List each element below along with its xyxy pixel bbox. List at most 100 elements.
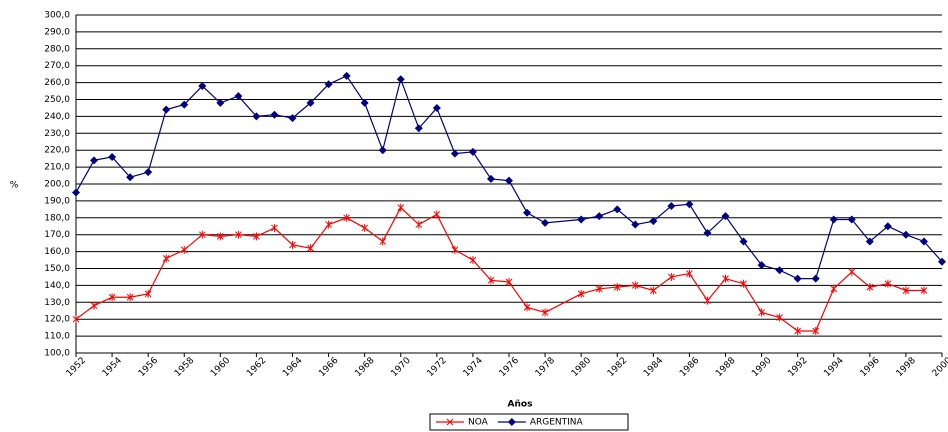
point <box>253 232 260 241</box>
x-axis-label: Años <box>508 400 533 410</box>
point <box>469 256 477 265</box>
y-tick-label: 150,0 <box>44 264 70 274</box>
x-tick-label: 1986 <box>678 356 701 379</box>
x-tick-label: 1952 <box>65 356 88 379</box>
point <box>397 203 405 212</box>
point <box>775 266 784 275</box>
x-tick-label: 1972 <box>426 356 449 379</box>
point <box>289 240 296 249</box>
x-tick-label: 1980 <box>570 356 593 379</box>
point <box>541 308 549 317</box>
point <box>216 98 225 107</box>
x-tick-label: 1996 <box>859 356 882 379</box>
x-tick-label: 2000 <box>931 356 948 379</box>
point <box>451 245 459 254</box>
point <box>848 267 856 276</box>
point <box>505 278 513 287</box>
point <box>541 218 550 227</box>
y-tick-label: 110,0 <box>44 332 70 342</box>
point <box>938 257 946 266</box>
point <box>793 274 802 283</box>
x-tick-label: 1992 <box>786 356 809 379</box>
point <box>433 210 441 219</box>
y-tick-label: 210,0 <box>44 163 70 173</box>
point <box>468 147 477 156</box>
point <box>649 217 658 226</box>
x-tick-label: 1970 <box>389 356 412 379</box>
point <box>90 301 98 310</box>
y-tick-label: 260,0 <box>44 78 70 88</box>
point <box>307 244 314 253</box>
y-tick-label: 280,0 <box>44 44 70 54</box>
series-line <box>75 206 924 332</box>
point <box>776 313 783 322</box>
point <box>271 223 278 232</box>
point <box>704 296 711 305</box>
point <box>144 289 152 298</box>
y-tick-label: 100,0 <box>44 349 70 359</box>
x-tick-label: 1982 <box>606 356 629 379</box>
point <box>794 327 802 336</box>
x-tick-label: 1976 <box>498 356 521 379</box>
point <box>523 303 531 312</box>
legend-label: ARGENTINA <box>530 418 584 428</box>
legend-label: NOA <box>468 418 489 428</box>
point <box>866 283 874 292</box>
point <box>667 201 676 210</box>
point <box>505 176 513 185</box>
legend-marker <box>446 418 454 426</box>
point <box>865 237 874 246</box>
point <box>901 230 910 239</box>
x-tick-label: 1988 <box>714 356 737 379</box>
point <box>487 276 495 285</box>
y-tick-label: 300,0 <box>44 11 70 21</box>
point <box>631 281 639 290</box>
x-tick-label: 1954 <box>101 356 124 379</box>
y-tick-label: 190,0 <box>44 196 70 206</box>
point <box>902 286 910 295</box>
y-tick-label: 140,0 <box>44 281 70 291</box>
point <box>757 261 766 270</box>
y-tick-label: 290,0 <box>44 27 70 37</box>
point <box>758 308 765 317</box>
x-tick-label: 1968 <box>353 356 376 379</box>
point <box>90 156 99 165</box>
point <box>668 272 675 281</box>
x-tick-label: 1984 <box>642 356 665 379</box>
point <box>415 220 423 229</box>
point <box>270 110 279 119</box>
point <box>379 237 387 246</box>
point <box>108 293 116 302</box>
y-tick-label: 250,0 <box>44 95 70 105</box>
point <box>198 230 206 239</box>
x-tick-label: 1990 <box>750 356 773 379</box>
point <box>306 98 315 107</box>
legend-box <box>429 413 629 431</box>
point <box>486 174 495 183</box>
y-axis-label: % <box>10 181 19 191</box>
point <box>919 237 928 246</box>
point <box>162 105 171 114</box>
point <box>577 289 585 298</box>
x-tick-label: 1962 <box>245 356 268 379</box>
point <box>740 279 747 288</box>
point <box>126 173 135 182</box>
point <box>703 229 712 238</box>
point <box>685 200 694 209</box>
x-tick-label: 1966 <box>317 356 340 379</box>
point <box>325 220 332 229</box>
point <box>812 327 820 336</box>
point <box>829 215 838 224</box>
x-tick-label: 1974 <box>462 356 485 379</box>
point <box>920 286 928 295</box>
point <box>830 284 838 293</box>
point <box>288 114 297 123</box>
point <box>361 223 369 232</box>
point <box>144 168 153 177</box>
point <box>577 215 586 224</box>
point <box>252 112 261 121</box>
point <box>342 71 351 80</box>
point <box>595 284 603 293</box>
y-tick-label: 240,0 <box>44 112 70 122</box>
